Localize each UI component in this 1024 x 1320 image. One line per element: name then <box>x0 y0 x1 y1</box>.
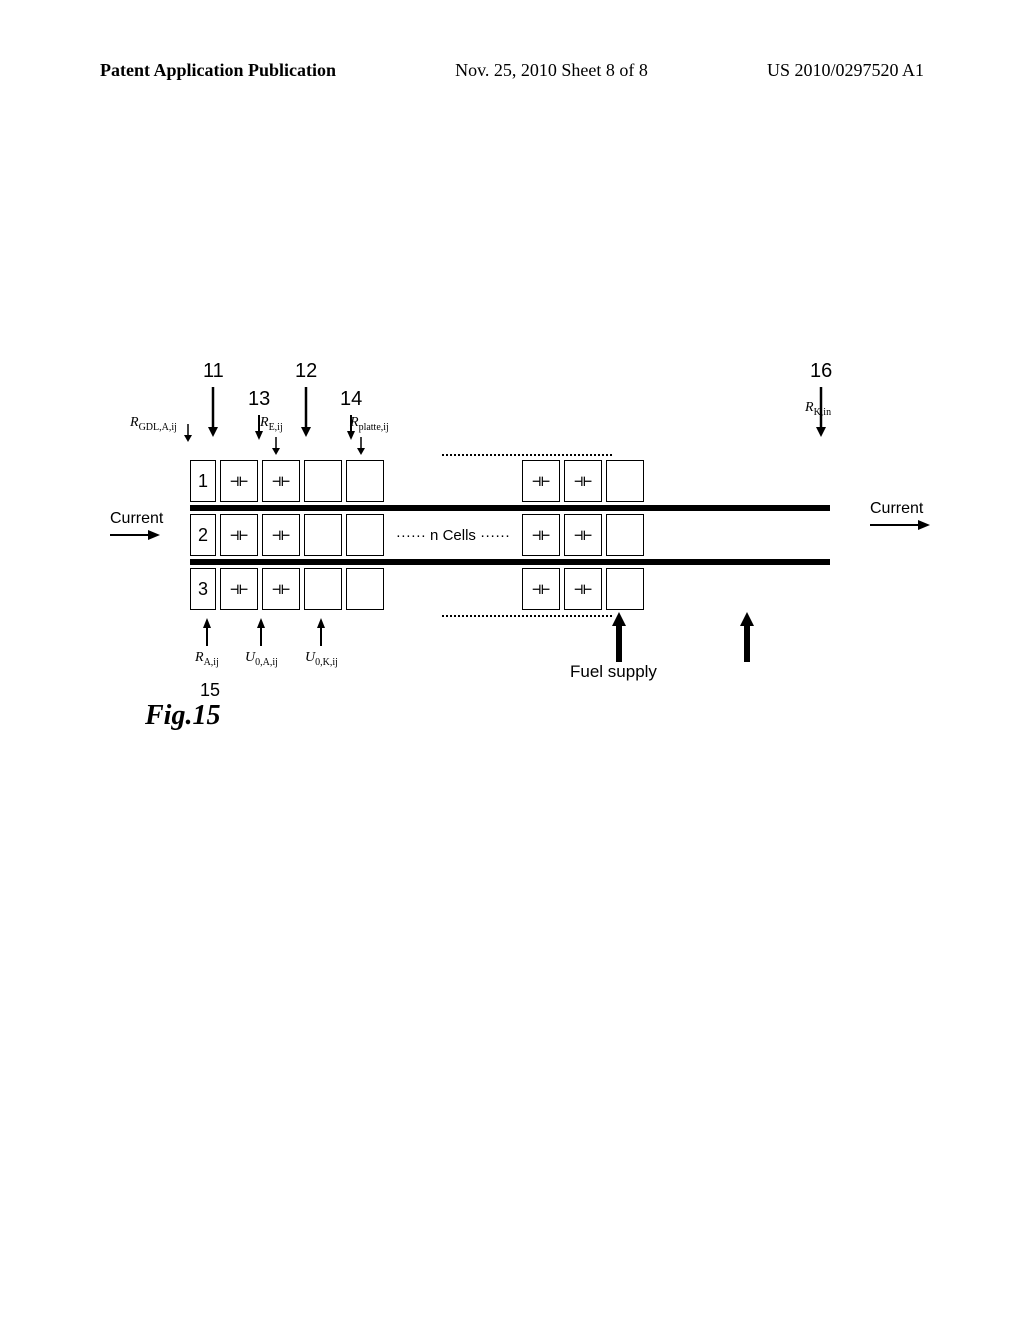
bottom-label-group: RA,ij <box>195 618 219 668</box>
capacitor-cell: ⊣⊢ <box>262 460 300 502</box>
label-11: 11 <box>203 360 224 382</box>
plate-cell <box>304 460 342 502</box>
label-u-0-k: U0,K,ij <box>305 650 338 668</box>
cell-row: 3 ⊣⊢ ⊣⊢ ⊣⊢ ⊣⊢ <box>190 568 830 610</box>
n-cells-gap <box>388 568 518 610</box>
fuel-arrow-icon <box>740 612 754 662</box>
row-number: 1 <box>190 460 216 502</box>
bottom-label-group: U0,K,ij <box>305 618 338 668</box>
n-cells-gap <box>388 460 518 502</box>
capacitor-cell: ⊣⊢ <box>220 460 258 502</box>
label-r-platte: Rplatte,ij <box>350 415 389 433</box>
capacitor-cell: ⊣⊢ <box>522 460 560 502</box>
row-separator <box>190 505 830 511</box>
arrow-up-icon <box>315 618 327 646</box>
capacitor-cell: ⊣⊢ <box>522 568 560 610</box>
current-in-label: Current <box>110 510 163 547</box>
row-number: 3 <box>190 568 216 610</box>
label-13: 13 <box>248 388 270 410</box>
label-15: 15 <box>200 680 220 701</box>
plate-cell <box>346 514 384 556</box>
figure-caption: Fig.15 <box>145 700 220 732</box>
capacitor-cell: ⊣⊢ <box>564 460 602 502</box>
capacitor-cell: ⊣⊢ <box>564 568 602 610</box>
arrow-up-icon <box>255 618 267 646</box>
cell-row: 1 ⊣⊢ ⊣⊢ ⊣⊢ ⊣⊢ <box>190 460 830 502</box>
capacitor-cell: ⊣⊢ <box>262 514 300 556</box>
arrow-up-icon <box>201 618 213 646</box>
label-16: 16 <box>810 360 832 382</box>
current-out-label: Current <box>870 500 930 537</box>
header-right: US 2010/0297520 A1 <box>767 60 924 81</box>
label-r-k: RK,in <box>805 400 831 418</box>
plate-cell <box>346 568 384 610</box>
plate-cell <box>606 460 644 502</box>
plate-cell <box>606 514 644 556</box>
label-14: 14 <box>340 388 362 410</box>
arrow-down-icon <box>207 387 219 437</box>
fuel-supply-label: Fuel supply <box>570 662 657 682</box>
arrow-right-icon <box>870 518 930 532</box>
label-r-a: RA,ij <box>195 650 219 668</box>
plate-cell <box>304 568 342 610</box>
capacitor-cell: ⊣⊢ <box>522 514 560 556</box>
fuel-arrow-icon <box>612 612 626 662</box>
arrow-down-icon <box>355 437 367 455</box>
cell-row: 2 ⊣⊢ ⊣⊢ ······ n Cells ······ ⊣⊢ ⊣⊢ <box>190 514 830 556</box>
n-cells-gap: ······ n Cells ······ <box>388 514 518 556</box>
bottom-label-group: U0,A,ij <box>245 618 278 668</box>
label-u-0-a: U0,A,ij <box>245 650 278 668</box>
row-number: 2 <box>190 514 216 556</box>
capacitor-cell: ⊣⊢ <box>564 514 602 556</box>
arrow-down-icon <box>270 437 282 455</box>
header-left: Patent Application Publication <box>100 60 336 81</box>
capacitor-cell: ⊣⊢ <box>262 568 300 610</box>
capacitor-cell: ⊣⊢ <box>220 514 258 556</box>
row-separator <box>190 559 830 565</box>
plate-cell <box>346 460 384 502</box>
figure-15: 11 13 12 14 16 RGDL,A,ij RE,ij Rplatte,i… <box>140 370 880 710</box>
label-12: 12 <box>295 360 317 382</box>
plate-cell <box>304 514 342 556</box>
arrow-down-icon <box>300 387 312 437</box>
plate-cell <box>606 568 644 610</box>
label-r-gdl: RGDL,A,ij <box>130 415 177 433</box>
arrow-right-icon <box>110 528 160 542</box>
label-r-e: RE,ij <box>260 415 283 433</box>
capacitor-cell: ⊣⊢ <box>220 568 258 610</box>
cell-stack-grid: 1 ⊣⊢ ⊣⊢ ⊣⊢ ⊣⊢ 2 ⊣⊢ ⊣⊢ ······ n Cells ···… <box>190 460 830 610</box>
header-center: Nov. 25, 2010 Sheet 8 of 8 <box>455 60 648 81</box>
arrow-down-icon <box>182 424 194 442</box>
